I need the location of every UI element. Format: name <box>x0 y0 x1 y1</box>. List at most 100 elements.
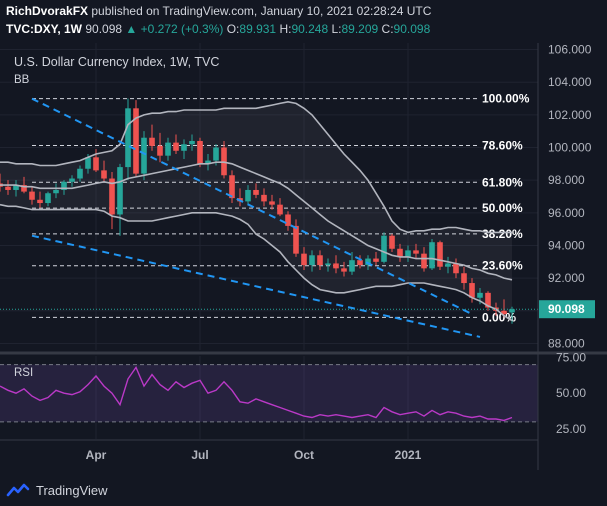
last-price-label: 90.098 <box>548 302 585 316</box>
candle-body <box>133 108 139 174</box>
candle-body <box>413 250 419 254</box>
candle-body <box>309 255 315 266</box>
price-change: +0.272 (+0.3%) <box>140 22 224 36</box>
candle-body <box>117 167 123 215</box>
published-text: published on TradingView.com, January 10… <box>91 4 432 18</box>
candle-body <box>53 189 59 194</box>
grid-lines <box>0 43 538 439</box>
close-value: 90.098 <box>393 22 431 36</box>
rsi-tick-label: 25.00 <box>556 422 586 436</box>
candle-body <box>325 263 331 266</box>
rsi-axis[interactable]: 75.00 50.00 25.00 <box>556 350 586 436</box>
low-value: 89.209 <box>341 22 379 36</box>
fib-level-label: 0.00% <box>482 310 516 324</box>
candle-body <box>405 250 411 257</box>
candle-body <box>69 178 75 182</box>
last-price-tag <box>539 300 595 319</box>
candle-body <box>189 140 195 145</box>
candle-body <box>109 178 115 215</box>
candle-body <box>429 242 435 269</box>
fibonacci-retracement: 100.00% 78.60% 61.80% 50.00% 38.20% 23.60% 0.0… <box>32 92 530 324</box>
candle-body <box>373 258 379 262</box>
candle-body <box>445 263 451 267</box>
candle-body <box>229 175 235 199</box>
symbol-name[interactable]: TVC:DXY, 1W <box>6 22 83 36</box>
fib-level-label: 50.00% <box>482 201 523 215</box>
candle-body <box>253 189 259 195</box>
candle-body <box>365 258 371 266</box>
candle-body <box>37 199 43 204</box>
candle-body <box>245 189 251 202</box>
candle-body <box>77 168 83 179</box>
open-value: 89.931 <box>239 22 277 36</box>
candle-body <box>45 193 51 204</box>
trendline <box>31 234 481 338</box>
candle-body <box>317 255 323 266</box>
candle-body <box>421 253 427 269</box>
y-tick-label: 94.000 <box>548 238 585 252</box>
arrow-up-icon: ▲ <box>125 22 138 36</box>
rsi-legend: RSI <box>14 367 33 379</box>
candle-body <box>85 157 91 169</box>
candle-body <box>221 147 227 176</box>
tradingview-logo-icon <box>6 483 30 497</box>
fib-level-label: 61.80% <box>482 175 523 189</box>
bollinger-upper-band <box>0 100 512 234</box>
candle-body <box>349 260 355 272</box>
tradingview-branding[interactable]: TradingView <box>6 482 108 498</box>
candle-body <box>261 194 267 202</box>
candle-body <box>13 185 19 190</box>
candle-body <box>277 204 283 215</box>
publisher-name[interactable]: RichDvorakFX <box>6 4 89 18</box>
candle-body <box>293 225 299 254</box>
rsi-line <box>0 365 513 422</box>
candle-body <box>437 242 443 267</box>
fib-level-label: 100.00% <box>482 92 530 106</box>
price-axis[interactable]: 106.000 104.000 102.000 100.000 98.000 96.000… <box>548 43 592 351</box>
candle-body <box>141 137 147 174</box>
candle-body <box>173 142 179 151</box>
rsi-tick-label: 50.00 <box>556 386 586 400</box>
candle-body <box>5 186 11 190</box>
candle-body <box>341 268 347 272</box>
candle-body <box>205 160 211 164</box>
trendline <box>31 97 473 315</box>
chart-title: U.S. Dollar Currency Index, 1W, TVC <box>14 55 219 69</box>
candle-body <box>93 157 99 171</box>
candle-body <box>301 253 307 266</box>
candle-body <box>165 142 171 156</box>
fib-level-label: 38.20% <box>482 227 523 241</box>
candle-body <box>381 235 387 262</box>
candle-body <box>213 147 219 161</box>
fib-level-label: 23.60% <box>482 259 523 273</box>
bollinger-lower-band <box>0 203 513 322</box>
candle-body <box>333 263 339 269</box>
candle-body <box>181 144 187 151</box>
candle-body <box>149 137 155 146</box>
candle-body <box>197 140 203 164</box>
bb-legend: BB <box>14 74 30 86</box>
candle-body <box>477 292 483 298</box>
candle-body <box>509 309 515 313</box>
candle-body <box>21 185 27 192</box>
y-tick-label: 88.000 <box>548 336 585 350</box>
last-price: 90.098 <box>85 22 123 36</box>
x-tick-label: 2021 <box>395 448 422 462</box>
candle-body <box>397 248 403 257</box>
y-tick-label: 106.000 <box>548 43 592 57</box>
candle-body <box>453 263 459 274</box>
candle-body <box>29 191 35 200</box>
rsi-pane[interactable] <box>0 356 538 439</box>
candle-body <box>285 214 291 226</box>
x-tick-label: Jul <box>191 448 208 462</box>
publish-info: RichDvorakFX published on TradingView.co… <box>6 3 431 19</box>
time-axis[interactable]: 2020AprJulOct2021 <box>0 448 422 462</box>
high-value: 90.248 <box>291 22 329 36</box>
y-tick-label: 96.000 <box>548 206 585 220</box>
price-pane[interactable] <box>0 43 538 350</box>
symbol-quote: TVC:DXY, 1W 90.098 ▲ +0.272 (+0.3%) O:89… <box>6 21 430 37</box>
candle-body <box>61 181 67 190</box>
y-tick-label: 98.000 <box>548 173 585 187</box>
rsi-tick-label: 75.00 <box>556 350 586 364</box>
